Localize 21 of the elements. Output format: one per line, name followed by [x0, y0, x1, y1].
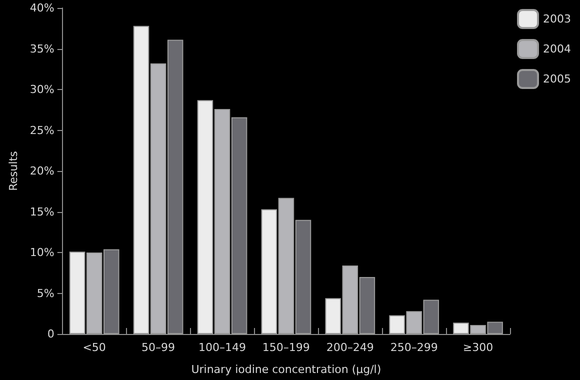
y-tick-label: 35%	[30, 42, 54, 56]
x-tick-label: 150–199	[262, 341, 310, 354]
y-tick-label: 15%	[30, 205, 54, 218]
legend-label: 2004	[543, 42, 572, 56]
y-tick-label: 25%	[30, 124, 54, 137]
x-axis-title: Urinary iodine concentration (μg/l)	[191, 363, 382, 376]
x-tick-label: 100–149	[198, 341, 246, 354]
legend-label: 2003	[543, 12, 572, 26]
x-tick-label: 50–99	[142, 341, 176, 354]
x-tick-label: ≥300	[462, 341, 494, 354]
x-tick-label: <50	[82, 341, 106, 354]
y-tick-label: 20%	[30, 164, 54, 178]
x-tick-label: 200–249	[326, 341, 374, 354]
y-tick-label: 5%	[36, 286, 54, 300]
y-tick-label: 0	[47, 328, 54, 340]
y-axis-title: Results	[7, 150, 20, 191]
legend-label: 2005	[543, 72, 572, 86]
y-tick-label: 10%	[30, 246, 54, 259]
x-tick-label: 250–299	[390, 341, 438, 354]
y-tick-label: 40%	[30, 2, 54, 14]
y-tick-label: 30%	[30, 83, 54, 96]
